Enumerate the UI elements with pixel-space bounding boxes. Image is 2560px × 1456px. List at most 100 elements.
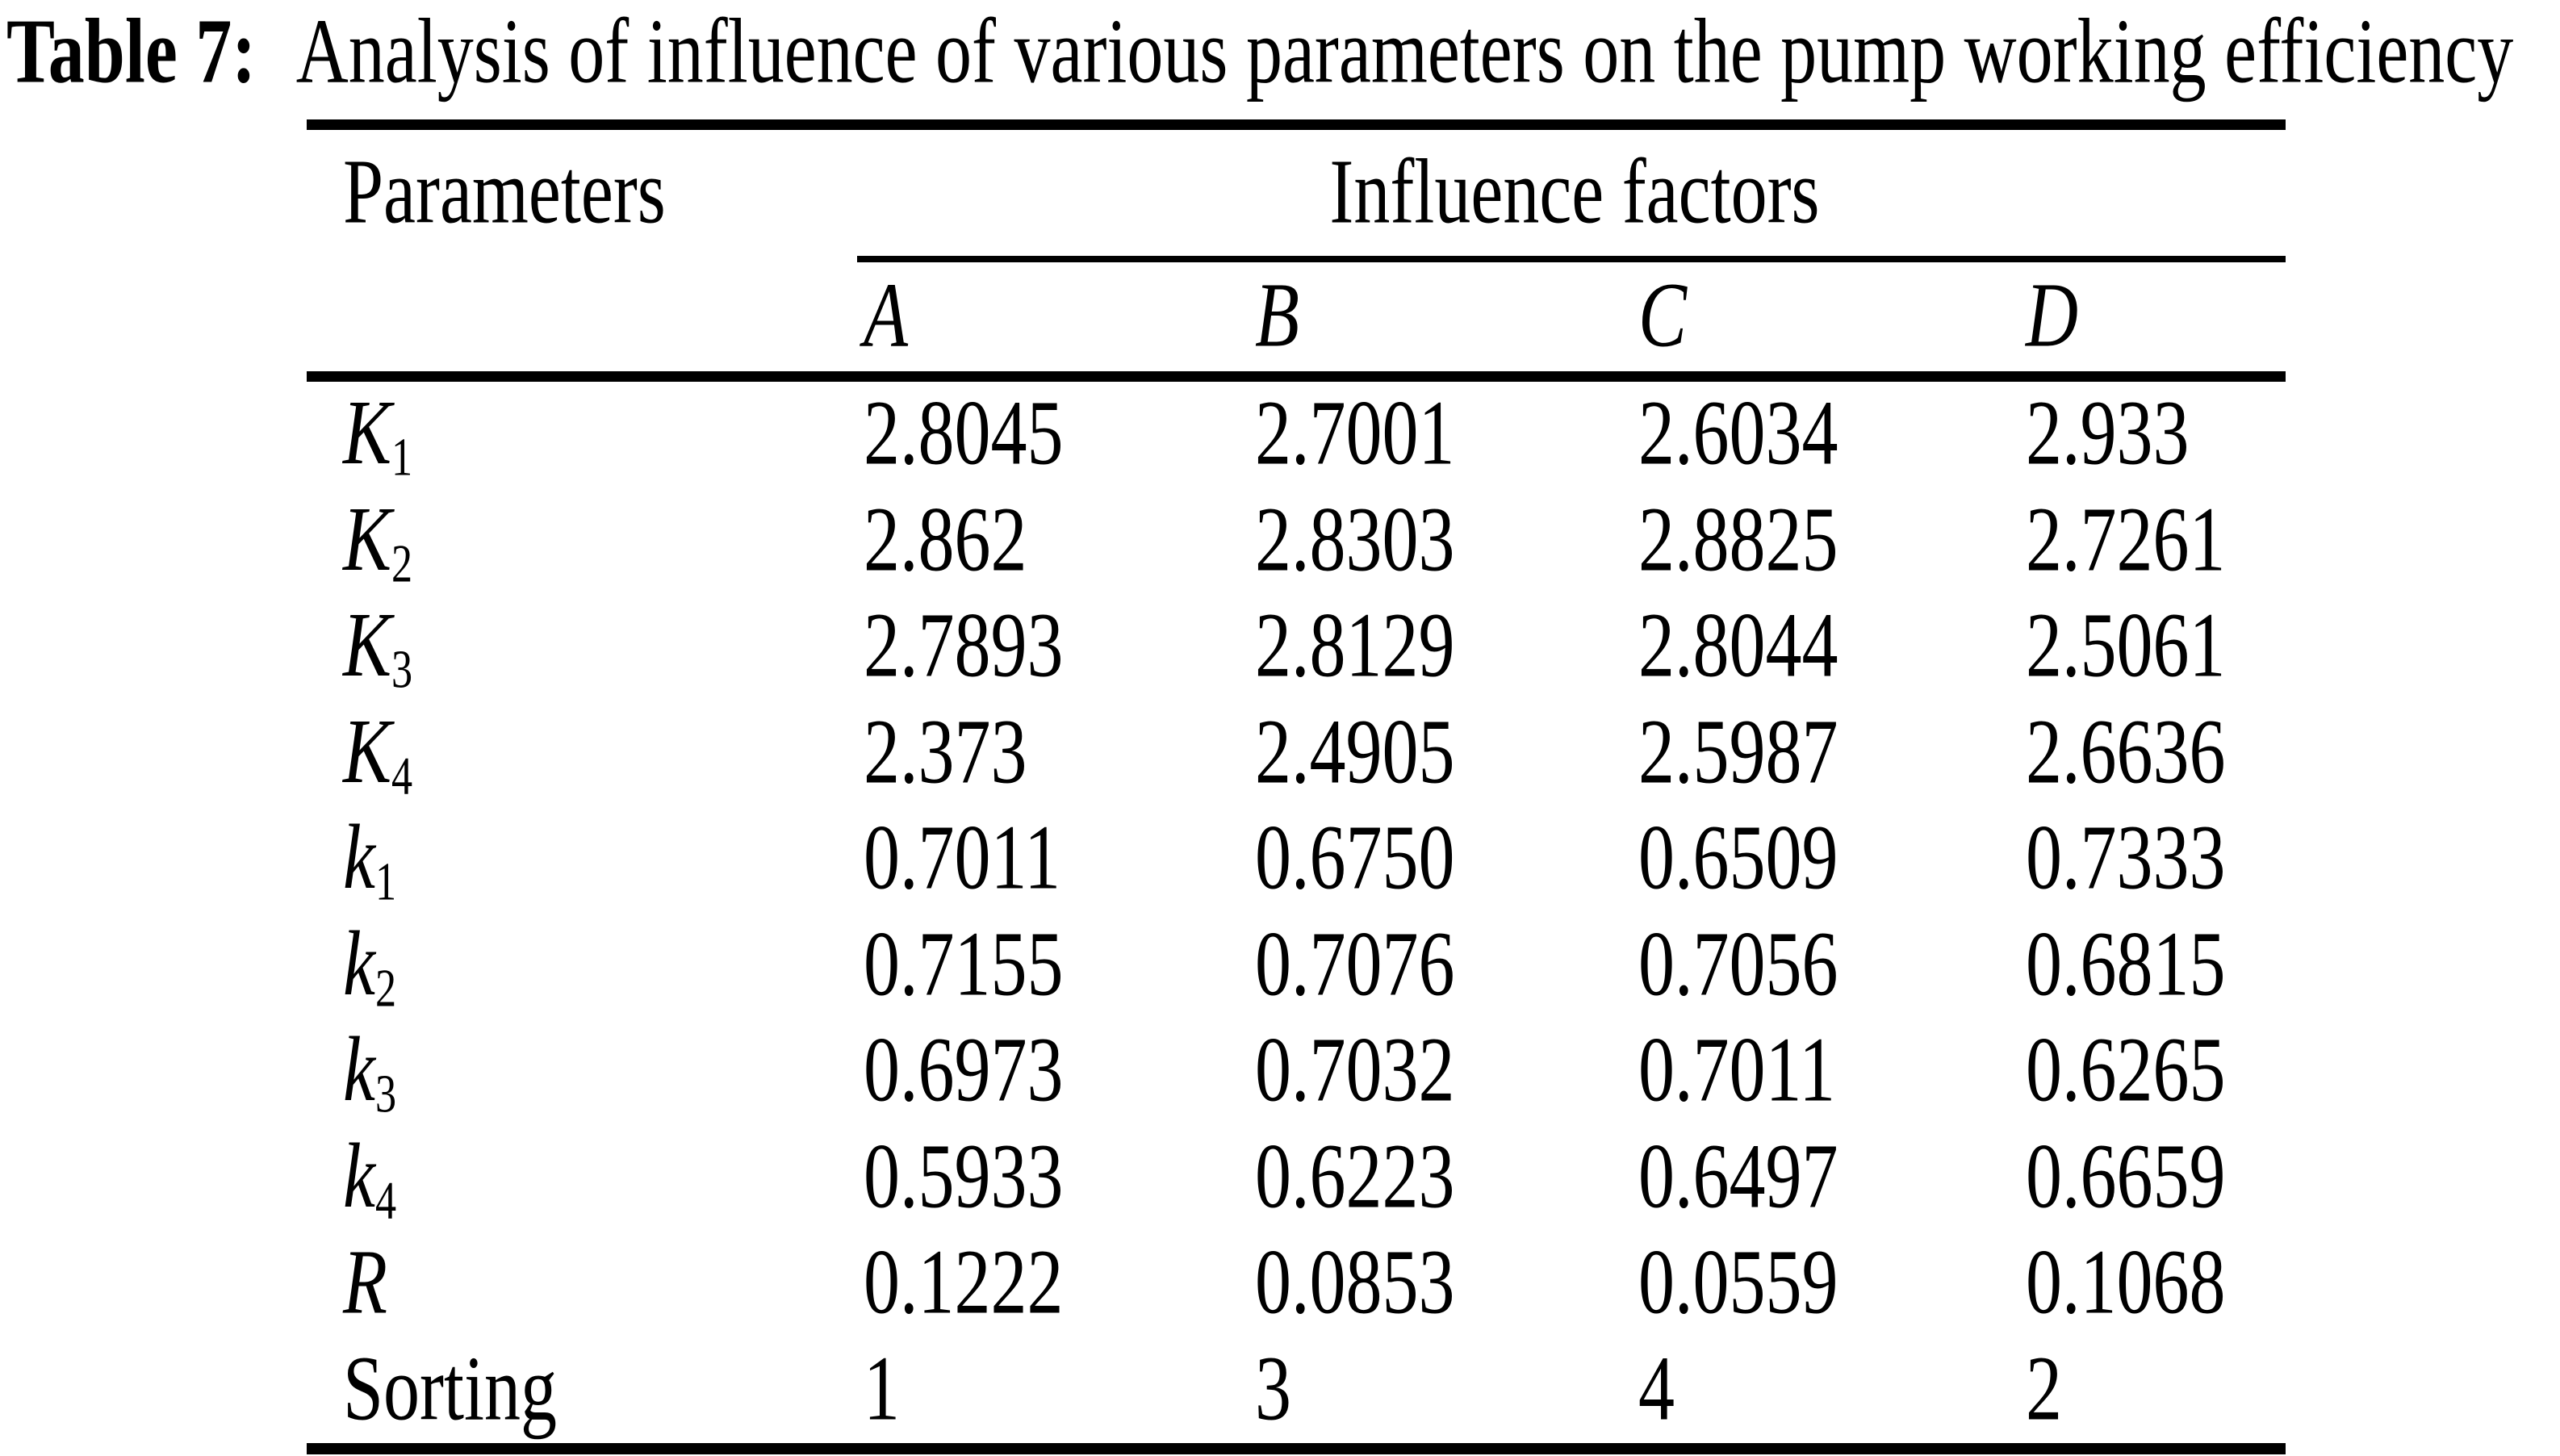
- cell-value: 0.7056: [1638, 914, 1838, 1015]
- value-cell: 0.6509: [1638, 812, 2026, 904]
- cell-value: 0.6509: [1638, 807, 1838, 910]
- table-row: K1 2.8045 2.7001 2.6034 2.933: [307, 382, 2286, 488]
- param-cell: k1: [307, 812, 864, 910]
- influence-factors-header-cell: Influence factors: [864, 146, 2286, 238]
- value-cell: 0.7032: [1255, 1024, 1638, 1116]
- cell-value: 0.6497: [1638, 1126, 1838, 1228]
- table-row: K4 2.373 2.4905 2.5987 2.6636: [307, 701, 2286, 807]
- value-cell: 2.8129: [1255, 600, 1638, 692]
- cell-value: 0.7011: [864, 807, 1061, 910]
- parameters-header-cell: Parameters: [307, 146, 864, 238]
- value-cell: 0.6750: [1255, 812, 1638, 904]
- param-cell: K2: [307, 493, 864, 591]
- table-row: k3 0.6973 0.7032 0.7011 0.6265: [307, 1019, 2286, 1125]
- value-cell: 0.0559: [1638, 1236, 2026, 1328]
- value-cell: 0.6815: [2026, 918, 2286, 1010]
- caption-label: Table 7:: [6, 1, 257, 103]
- value-cell: 2.5061: [2026, 600, 2286, 692]
- value-cell: 2.6636: [2026, 706, 2286, 798]
- cell-value: 0.7333: [2026, 807, 2226, 910]
- cell-value: 0.7032: [1255, 1019, 1455, 1122]
- param-label: Sorting: [343, 1338, 558, 1440]
- table-row: K3 2.7893 2.8129 2.8044 2.5061: [307, 594, 2286, 701]
- table-header-row-2: A B C D: [307, 262, 2286, 371]
- factor-header-a: A: [864, 265, 908, 367]
- value-cell: 0.7011: [1638, 1024, 2026, 1116]
- value-cell: 1: [864, 1343, 1255, 1435]
- value-cell: 0.0853: [1255, 1236, 1638, 1328]
- param-label: R: [343, 1232, 387, 1334]
- param-label: K: [343, 488, 392, 591]
- value-cell: 2: [2026, 1343, 2286, 1435]
- cell-value: 0.1068: [2026, 1232, 2226, 1334]
- param-label: K: [343, 382, 392, 484]
- value-cell: 2.8303: [1255, 494, 1638, 586]
- cell-value: 2.8303: [1255, 489, 1455, 591]
- cell-value: 0.6265: [2026, 1019, 2226, 1122]
- table-row: k2 0.7155 0.7076 0.7056 0.6815: [307, 913, 2286, 1019]
- cell-value: 0.7076: [1255, 914, 1455, 1015]
- param-label: k: [343, 913, 375, 1015]
- factor-header-d: D: [2026, 265, 2078, 367]
- param-label: K: [343, 594, 392, 697]
- table-row: k1 0.7011 0.6750 0.6509 0.7333: [307, 806, 2286, 913]
- param-cell: K4: [307, 705, 864, 803]
- cell-value: 0.6750: [1255, 807, 1455, 910]
- param-subscript: 4: [391, 746, 413, 806]
- param-cell: R: [307, 1236, 864, 1328]
- table-row: Sorting 1 3 4 2: [307, 1337, 2286, 1444]
- cell-value: 2.373: [864, 701, 1027, 803]
- factor-header-a-cell: A: [864, 270, 1255, 362]
- table-bottom-rule: [307, 1443, 2286, 1454]
- table-body: K1 2.8045 2.7001 2.6034 2.933 K2 2.862 2.8303 2.…: [307, 382, 2286, 1443]
- table-top-rule: [307, 119, 2286, 130]
- param-cell: K3: [307, 600, 864, 697]
- cell-value: 2.7001: [1255, 383, 1455, 485]
- param-subscript: 3: [391, 640, 413, 700]
- cell-value: 0.7011: [1638, 1019, 1836, 1122]
- cell-value: 2: [2026, 1338, 2062, 1440]
- param-subscript: 3: [374, 1065, 397, 1124]
- cell-value: 0.6223: [1255, 1126, 1455, 1228]
- analysis-table: Parameters Influence factors A B C D K1 2…: [307, 119, 2286, 1454]
- cell-value: 2.6034: [1638, 383, 1838, 485]
- table-mid-rule: [307, 371, 2286, 382]
- value-cell: 0.6497: [1638, 1131, 2026, 1223]
- cell-value: 2.5061: [2026, 595, 2226, 697]
- value-cell: 2.933: [2026, 387, 2286, 479]
- cell-value: 2.862: [864, 489, 1027, 591]
- param-cell: K1: [307, 387, 864, 485]
- cell-value: 0.1222: [864, 1232, 1064, 1334]
- cell-value: 2.5987: [1638, 701, 1838, 803]
- param-subscript: 4: [374, 1170, 397, 1231]
- factor-header-b: B: [1255, 265, 1299, 367]
- value-cell: 4: [1638, 1343, 2026, 1435]
- value-cell: 0.7056: [1638, 918, 2026, 1010]
- param-cell: k4: [307, 1130, 864, 1228]
- cell-value: 2.8044: [1638, 595, 1838, 697]
- cell-value: 3: [1255, 1338, 1291, 1440]
- value-cell: 0.7155: [864, 918, 1255, 1010]
- value-cell: 2.4905: [1255, 706, 1638, 798]
- value-cell: 0.6223: [1255, 1131, 1638, 1223]
- param-subscript: 2: [391, 533, 413, 594]
- cell-value: 2.8825: [1638, 489, 1838, 591]
- value-cell: 0.1068: [2026, 1236, 2286, 1328]
- value-cell: 0.6265: [2026, 1024, 2286, 1116]
- parameters-header: Parameters: [343, 140, 666, 243]
- cell-value: 2.7261: [2026, 489, 2226, 591]
- cell-value: 2.6636: [2026, 701, 2226, 803]
- cell-value: 1: [864, 1338, 900, 1440]
- factor-header-b-cell: B: [1255, 270, 1638, 362]
- value-cell: 2.7001: [1255, 387, 1638, 479]
- value-cell: 0.7076: [1255, 918, 1638, 1010]
- table-row: R 0.1222 0.0853 0.0559 0.1068: [307, 1231, 2286, 1337]
- factor-header-c-cell: C: [1638, 270, 2026, 362]
- cell-value: 0.7155: [864, 914, 1064, 1015]
- value-cell: 0.7011: [864, 812, 1255, 904]
- value-cell: 2.8044: [1638, 600, 2026, 692]
- factor-header-c: C: [1638, 265, 1688, 367]
- cell-value: 0.0853: [1255, 1232, 1455, 1334]
- param-subscript: 1: [391, 428, 413, 487]
- param-cell: k3: [307, 1024, 864, 1122]
